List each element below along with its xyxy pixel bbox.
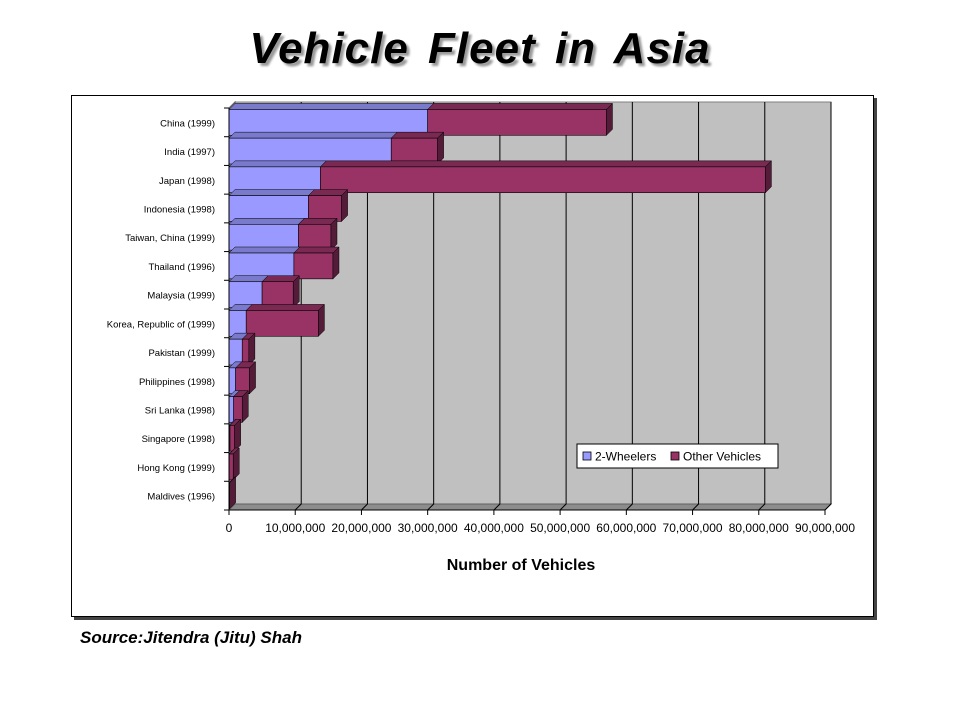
y-tick-label: Taiwan, China (1999) [125, 233, 215, 244]
bar-end-japan-1998 [765, 160, 772, 194]
bar-top-thailand-1996-2-wheelers [228, 246, 301, 254]
bar-top-china-1999-other-vehicles [427, 103, 614, 110]
bar-top-taiwan-china-1999-other-vehicles [297, 218, 338, 225]
gridline [559, 102, 567, 511]
bar-indonesia-1998-other-vehicles [308, 195, 342, 222]
x-tick-label: 80,000,000 [729, 521, 789, 535]
bar-top-japan-1998-2-wheelers [228, 160, 327, 168]
y-tick-label: Philippines (1998) [139, 377, 215, 388]
y-tick-label: Pakistan (1999) [148, 348, 215, 359]
vehicle-fleet-chart: China (1999) India (1997) Japan (1998) Indo… [107, 100, 855, 574]
bar-end-taiwan-china-1999 [330, 217, 338, 251]
bar-india-1997-other-vehicles [390, 137, 438, 165]
bar-top-taiwan-china-1999-2-wheelers [228, 218, 306, 225]
bar-end-sri-lanka-1998 [241, 389, 249, 424]
bar-malaysia-1999-2-wheelers [228, 281, 263, 308]
bar-end-pakistan-1999 [248, 332, 256, 366]
gridline [427, 102, 435, 511]
bar-end-malaysia-1999 [292, 275, 300, 309]
bar-china-1999-other-vehicles [427, 109, 607, 136]
legend-swatch-2-wheelers [582, 451, 592, 461]
x-axis-label: Number of Vehicles [447, 557, 596, 574]
bar-top-india-1997-other-vehicles [390, 131, 445, 139]
gridline [692, 102, 700, 511]
bar-india-1997-2-wheelers [228, 137, 392, 165]
bar-thailand-1996-other-vehicles [293, 252, 334, 280]
y-tick-label: Korea, Republic of (1999) [107, 319, 215, 330]
bar-pakistan-1999-other-vehicles [241, 338, 250, 366]
bar-top-malaysia-1999-other-vehicles [261, 275, 300, 282]
bar-top-malaysia-1999-2-wheelers [228, 275, 269, 282]
gridline [625, 102, 633, 511]
gridline [361, 102, 368, 511]
x-tick-label: 90,000,000 [795, 521, 855, 535]
bar-end-maldives-1996 [229, 476, 236, 510]
bar-korea-republic-of-1999-other-vehicles [245, 310, 319, 337]
bar-top-china-1999-2-wheelers [228, 103, 435, 110]
y-tick-label: Thailand (1996) [148, 262, 215, 273]
bar-taiwan-china-1999-2-wheelers [228, 223, 299, 251]
x-tick-label: 30,000,000 [398, 521, 458, 535]
bar-end-philippines-1998 [249, 361, 256, 395]
bar-indonesia-1998-2-wheelers [228, 195, 309, 222]
legend-label-other-vehicles: Other Vehicles [683, 450, 761, 464]
bar-philippines-1998-other-vehicles [235, 367, 250, 395]
bar-top-japan-1998-other-vehicles [319, 160, 773, 168]
bar-malaysia-1999-other-vehicles [261, 281, 294, 308]
bar-end-thailand-1996 [332, 246, 340, 280]
legend-swatch-other-vehicles [670, 451, 680, 461]
bar-sri-lanka-1998-other-vehicles [233, 396, 243, 423]
bar-end-china-1999 [606, 102, 613, 136]
x-tick-label: 10,000,000 [265, 521, 325, 535]
bar-top-thailand-1996-other-vehicles [293, 246, 340, 254]
x-tick-label: 20,000,000 [331, 521, 391, 535]
bar-end-korea-republic-of-1999 [318, 303, 325, 337]
x-tick-label: 0 [226, 521, 233, 535]
bar-end-indonesia-1998 [341, 188, 348, 223]
bar-thailand-1996-2-wheelers [228, 252, 295, 280]
x-tick-label: 40,000,000 [464, 521, 524, 535]
bar-singapore-1998-other-vehicles [229, 424, 235, 452]
gridline [493, 102, 501, 511]
y-tick-label: Japan (1998) [159, 176, 215, 187]
bar-pakistan-1999-2-wheelers [228, 338, 243, 366]
bar-china-1999-2-wheelers [228, 109, 428, 136]
x-tick-label: 70,000,000 [663, 521, 723, 535]
source-note: Source:Jitendra (Jitu) Shah [80, 628, 302, 647]
y-tick-label: Malaysia (1999) [147, 291, 215, 302]
gridline [758, 102, 766, 511]
bar-taiwan-china-1999-other-vehicles [298, 223, 332, 251]
y-tick-label: China (1999) [160, 118, 215, 129]
bar-sri-lanka-1998-2-wheelers [228, 396, 234, 423]
bar-top-indonesia-1998-2-wheelers [228, 189, 316, 196]
x-tick-label: 50,000,000 [530, 521, 590, 535]
chart-frame: China (1999) India (1997) Japan (1998) Indo… [71, 95, 874, 617]
y-tick-label: Singapore (1998) [142, 434, 215, 445]
bar-end-hong-kong-1999 [232, 447, 240, 481]
y-tick-label: Maldives (1996) [147, 492, 215, 503]
bar-end-india-1997 [437, 131, 444, 165]
y-tick-label: India (1997) [164, 147, 215, 158]
bar-korea-republic-of-1999-2-wheelers [228, 310, 247, 337]
bar-top-korea-republic-of-1999-other-vehicles [245, 304, 326, 311]
y-tick-label: Sri Lanka (1998) [145, 406, 215, 417]
bar-philippines-1998-2-wheelers [228, 367, 236, 395]
bar-hong-kong-1999-other-vehicles [228, 453, 234, 481]
legend-label-2-wheelers: 2-Wheelers [595, 450, 656, 464]
bar-top-indonesia-1998-other-vehicles [307, 189, 349, 196]
bar-japan-1998-2-wheelers [228, 166, 321, 194]
plot-floor [227, 503, 833, 511]
bar-end-singapore-1998 [234, 418, 241, 452]
gridline [824, 102, 832, 511]
bar-top-india-1997-2-wheelers [228, 131, 398, 139]
y-tick-label: Hong Kong (1999) [137, 463, 215, 474]
bar-japan-1998-other-vehicles [320, 166, 766, 194]
y-tick-label: Indonesia (1998) [144, 205, 215, 216]
x-tick-label: 60,000,000 [596, 521, 656, 535]
slide-title: Vehicle Fleet in Asia [249, 24, 711, 73]
